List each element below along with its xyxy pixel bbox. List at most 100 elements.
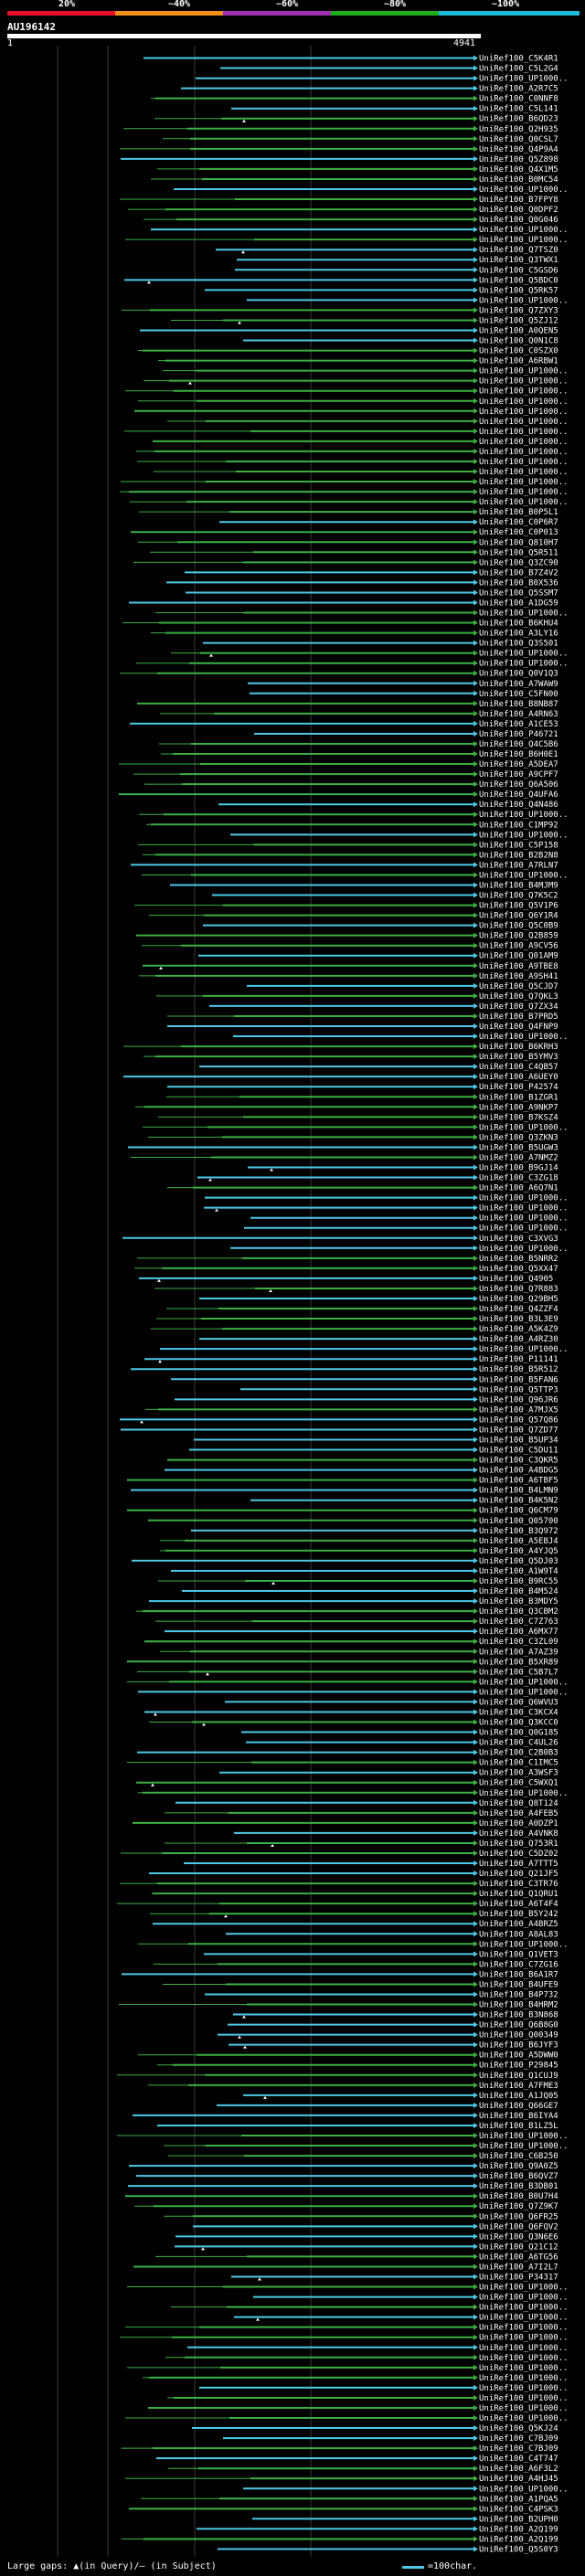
hit-label[interactable]: UniRef100_UP1000.. (479, 296, 569, 305)
hit-label[interactable]: UniRef100_B2UPH0 (479, 2515, 558, 2524)
hit-label[interactable]: UniRef100_UP1000.. (479, 2414, 569, 2423)
hit-row[interactable]: UniRef100_Q0G046 (144, 216, 558, 225)
hit-label[interactable]: UniRef100_A9NKP7 (479, 1103, 558, 1112)
hit-label[interactable]: UniRef100_Q753R1 (479, 1839, 558, 1849)
hit-label[interactable]: UniRef100_A7TTT5 (479, 1860, 558, 1869)
hit-row[interactable]: UniRef100_B7FPY8 (120, 196, 558, 205)
hit-label[interactable]: UniRef100_B3L3E9 (479, 1315, 558, 1324)
hit-label[interactable]: UniRef100_Q5BDC0 (479, 276, 558, 285)
hit-label[interactable]: UniRef100_Q0G046 (479, 216, 558, 225)
hit-row[interactable]: UniRef100_B5UGW3 (128, 1143, 558, 1152)
hit-row[interactable]: UniRef100_UP1000.. (160, 1345, 569, 1354)
hit-row[interactable]: UniRef100_A9NKP7 (135, 1103, 558, 1112)
hit-row[interactable]: UniRef100_C7ZG16 (154, 1960, 558, 1969)
hit-row[interactable]: UniRef100_Q6A506 (144, 780, 558, 790)
hit-row[interactable]: UniRef100_A4BRZ5 (153, 1920, 558, 1929)
hit-row[interactable]: UniRef100_UP1000.. (134, 408, 569, 417)
hit-row[interactable]: UniRef100_Q1VET3 (204, 1950, 558, 1959)
hit-row[interactable]: UniRef100_B6H0E1 (161, 750, 558, 759)
hit-row[interactable]: UniRef100_C0SZX0 (138, 347, 558, 356)
hit-label[interactable]: UniRef100_A4BDG5 (479, 1467, 558, 1476)
hit-label[interactable]: UniRef100_UP1000.. (479, 1688, 569, 1697)
hit-label[interactable]: UniRef100_A6F3L2 (479, 2465, 558, 2474)
hit-row[interactable]: UniRef100_UP1000.. (196, 75, 569, 84)
hit-label[interactable]: UniRef100_C4T747 (479, 2454, 558, 2464)
hit-row[interactable]: UniRef100_B3Q972 (191, 1527, 558, 1536)
hit-label[interactable]: UniRef100_B3Q972 (479, 1527, 558, 1536)
hit-label[interactable]: UniRef100_Q3ZC90 (479, 558, 558, 567)
hit-label[interactable]: UniRef100_UP1000.. (479, 387, 569, 397)
hit-label[interactable]: UniRef100_Q3ZKN3 (479, 1133, 558, 1142)
hit-row[interactable]: UniRef100_B6JYF3 (229, 2041, 558, 2051)
hit-label[interactable]: UniRef100_UP1000.. (479, 408, 569, 417)
hit-row[interactable]: UniRef100_UP1000.. (165, 2354, 569, 2363)
hit-label[interactable]: UniRef100_A9TBE8 (479, 962, 558, 971)
hit-row[interactable]: UniRef100_UP1000.. (136, 660, 569, 669)
hit-label[interactable]: UniRef100_B6QVZ7 (479, 2172, 558, 2181)
hit-row[interactable]: UniRef100_A5EBJ4 (160, 1537, 558, 1546)
hit-row[interactable]: UniRef100_UP1000.. (244, 1224, 569, 1234)
hit-label[interactable]: UniRef100_Q6WVU3 (479, 1698, 558, 1707)
hit-label[interactable]: UniRef100_UP1000.. (479, 186, 569, 195)
hit-row[interactable]: UniRef100_B5NRR2 (137, 1255, 558, 1264)
hit-row[interactable]: UniRef100_UP1000.. (142, 871, 569, 880)
hit-label[interactable]: UniRef100_A7NMZ2 (479, 1153, 558, 1162)
hit-label[interactable]: UniRef100_A7I2L7 (479, 2263, 558, 2272)
hit-label[interactable]: UniRef100_A1JQ05 (479, 2092, 558, 2101)
hit-row[interactable]: UniRef100_Q6B8G0 (228, 2021, 558, 2030)
hit-label[interactable]: UniRef100_Q4C5B6 (479, 740, 558, 749)
hit-label[interactable]: UniRef100_UP1000.. (479, 2334, 569, 2343)
hit-row[interactable]: UniRef100_Q4UFA6 (119, 790, 558, 800)
hit-row[interactable]: UniRef100_Q4X1M5 (157, 165, 558, 175)
hit-row[interactable]: UniRef100_UP1000.. (204, 1204, 569, 1214)
hit-row[interactable]: UniRef100_B5FAN6 (171, 1375, 558, 1384)
hit-row[interactable]: UniRef100_UP1000.. (127, 2284, 569, 2293)
hit-label[interactable]: UniRef100_A9CPF7 (479, 770, 558, 779)
hit-row[interactable]: UniRef100_A9TBE8 (143, 962, 558, 971)
hit-row[interactable]: UniRef100_C5DZ02 (121, 1850, 558, 1859)
hit-row[interactable]: UniRef100_UP1000.. (125, 2324, 569, 2333)
hit-label[interactable]: UniRef100_B5FAN6 (479, 1375, 558, 1384)
hit-row[interactable]: UniRef100_UP1000.. (247, 296, 569, 305)
hit-label[interactable]: UniRef100_A4VNK8 (479, 1829, 558, 1839)
hit-label[interactable]: UniRef100_Q1QRU1 (479, 1890, 558, 1899)
hit-row[interactable]: UniRef100_UP1000.. (143, 1123, 569, 1132)
hit-row[interactable]: UniRef100_B6QVZ7 (136, 2172, 558, 2181)
hit-row[interactable]: UniRef100_B5XR89 (127, 1658, 558, 1667)
hit-row[interactable]: UniRef100_UP1000.. (199, 2384, 569, 2393)
hit-row[interactable]: UniRef100_P42574 (167, 1083, 558, 1092)
hit-label[interactable]: UniRef100_C5K4R1 (479, 55, 558, 64)
hit-label[interactable]: UniRef100_C0P013 (479, 528, 558, 537)
hit-row[interactable]: UniRef100_C5GSD6 (235, 266, 558, 275)
hit-row[interactable]: UniRef100_Q810H7 (138, 538, 558, 547)
hit-row[interactable]: UniRef100_A9SH41 (139, 972, 558, 981)
hit-row[interactable]: UniRef100_Q05700 (148, 1517, 558, 1526)
hit-row[interactable]: UniRef100_A4FEB5 (165, 1809, 558, 1818)
hit-row[interactable]: UniRef100_Q4C5B6 (159, 740, 558, 749)
hit-label[interactable]: UniRef100_A5EBJ4 (479, 1537, 558, 1546)
hit-label[interactable]: UniRef100_UP1000.. (479, 2324, 569, 2333)
hit-label[interactable]: UniRef100_A1W9T4 (479, 1567, 558, 1576)
hit-label[interactable]: UniRef100_B6QD23 (479, 115, 558, 124)
hit-label[interactable]: UniRef100_B5XR89 (479, 1658, 558, 1667)
hit-label[interactable]: UniRef100_C1IMC5 (479, 1759, 558, 1768)
hit-row[interactable]: UniRef100_A7NMZ2 (131, 1153, 558, 1162)
hit-label[interactable]: UniRef100_UP1000.. (479, 226, 569, 235)
hit-row[interactable]: UniRef100_C3QKR5 (167, 1457, 558, 1466)
hit-label[interactable]: UniRef100_A1DG59 (479, 599, 558, 608)
hit-label[interactable]: UniRef100_A6T4F4 (479, 1900, 558, 1909)
hit-label[interactable]: UniRef100_B5UGW3 (479, 1143, 558, 1152)
hit-label[interactable]: UniRef100_B7FPY8 (479, 196, 558, 205)
hit-row[interactable]: UniRef100_Q3N6E6 (176, 2232, 558, 2242)
hit-row[interactable]: UniRef100_A5K4Z9 (151, 1325, 558, 1334)
hit-row[interactable]: UniRef100_Q5TTP3 (240, 1385, 558, 1394)
hit-row[interactable]: UniRef100_Q3S501 (203, 640, 558, 649)
hit-label[interactable]: UniRef100_C4PSK3 (479, 2505, 558, 2514)
hit-row[interactable]: UniRef100_UP1000.. (171, 2304, 569, 2313)
hit-row[interactable]: UniRef100_UP1000.. (121, 478, 569, 487)
hit-label[interactable]: UniRef100_C7ZG16 (479, 1960, 558, 1969)
hit-label[interactable]: UniRef100_B5UP34 (479, 1436, 558, 1445)
hit-label[interactable]: UniRef100_P42574 (479, 1083, 558, 1092)
hit-row[interactable]: UniRef100_C3KCX4 (144, 1708, 558, 1717)
hit-row[interactable]: UniRef100_B3N868 (233, 2011, 558, 2020)
